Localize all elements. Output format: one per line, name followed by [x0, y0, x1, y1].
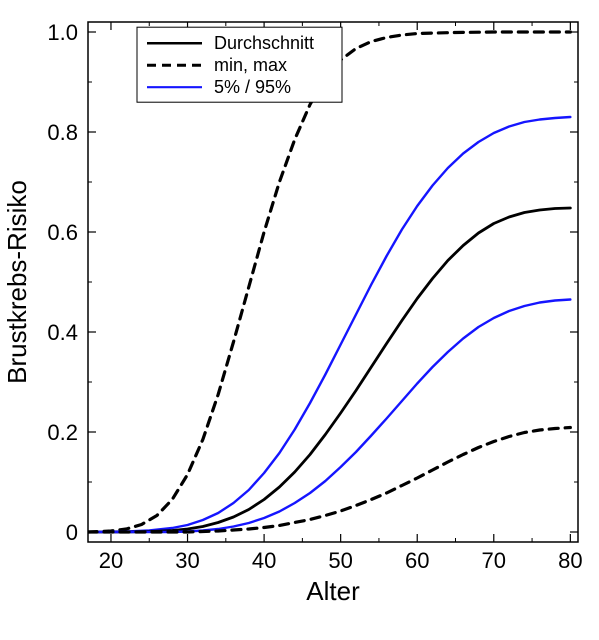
y-tick-label: 0.2	[47, 420, 78, 445]
legend: Durchschnittmin, max5% / 95%	[137, 27, 342, 102]
y-tick-label: 0	[66, 520, 78, 545]
legend-label: 5% / 95%	[214, 77, 291, 97]
risk-chart: 20 30 40 50 60 70 80 0 0.2 0.4 0.6 0.8 1.0 Alter Brust…	[0, 0, 599, 640]
y-tick-label: 0.8	[47, 120, 78, 145]
y-tick-label: 0.4	[47, 320, 78, 345]
x-tick-label: 20	[99, 548, 123, 573]
x-axis-label: Alter	[306, 576, 360, 606]
y-axis-label: Brustkrebs-Risiko	[2, 180, 32, 384]
x-tick-label: 70	[482, 548, 506, 573]
x-tick-label: 30	[175, 548, 199, 573]
x-tick-label: 80	[558, 548, 582, 573]
legend-label: Durchschnitt	[214, 33, 314, 53]
y-tick-label: 0.6	[47, 220, 78, 245]
y-tick-label: 1.0	[47, 20, 78, 45]
x-tick-label: 60	[405, 548, 429, 573]
legend-label: min, max	[214, 55, 287, 75]
chart-container: 20 30 40 50 60 70 80 0 0.2 0.4 0.6 0.8 1.0 Alter Brust…	[0, 0, 599, 640]
x-tick-label: 40	[252, 548, 276, 573]
x-tick-label: 50	[328, 548, 352, 573]
